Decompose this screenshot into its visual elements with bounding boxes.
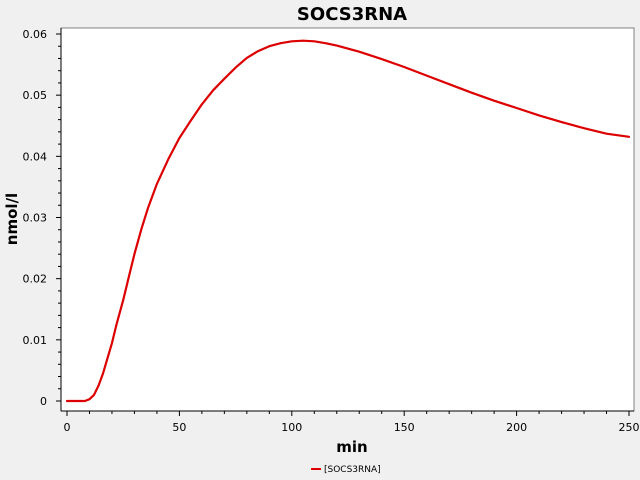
y-tick-label: 0.02: [23, 273, 48, 286]
series-layer: [65, 39, 631, 403]
x-tick-label: 250: [619, 421, 640, 434]
x-tick-label: 100: [281, 421, 302, 434]
series-line: [65, 39, 631, 403]
y-tick-label: 0.01: [23, 334, 48, 347]
y-tick-label: 0.06: [23, 28, 48, 41]
plot-area: [60, 27, 635, 412]
y-tick-label: 0.03: [23, 212, 48, 225]
x-tick-label: 200: [506, 421, 527, 434]
y-tick-label: 0: [40, 395, 47, 408]
chart-title: SOCS3RNA: [297, 4, 407, 25]
y-tick-label: 0.05: [23, 89, 48, 102]
x-tick-label: 50: [172, 421, 186, 434]
x-axis-label: min: [336, 438, 367, 456]
x-tick-label: 150: [394, 421, 415, 434]
ticks: 0 0.01 0.02 0.03 0.04 0.05 0.06 0 50 100 150 200 250: [23, 28, 640, 434]
y-tick-label: 0.04: [23, 150, 48, 163]
y-axis-label: nmol/l: [3, 193, 21, 245]
legend: [SOCS3RNA]: [311, 465, 381, 475]
x-tick-label: 0: [64, 421, 71, 434]
legend-label: [SOCS3RNA]: [324, 465, 381, 475]
